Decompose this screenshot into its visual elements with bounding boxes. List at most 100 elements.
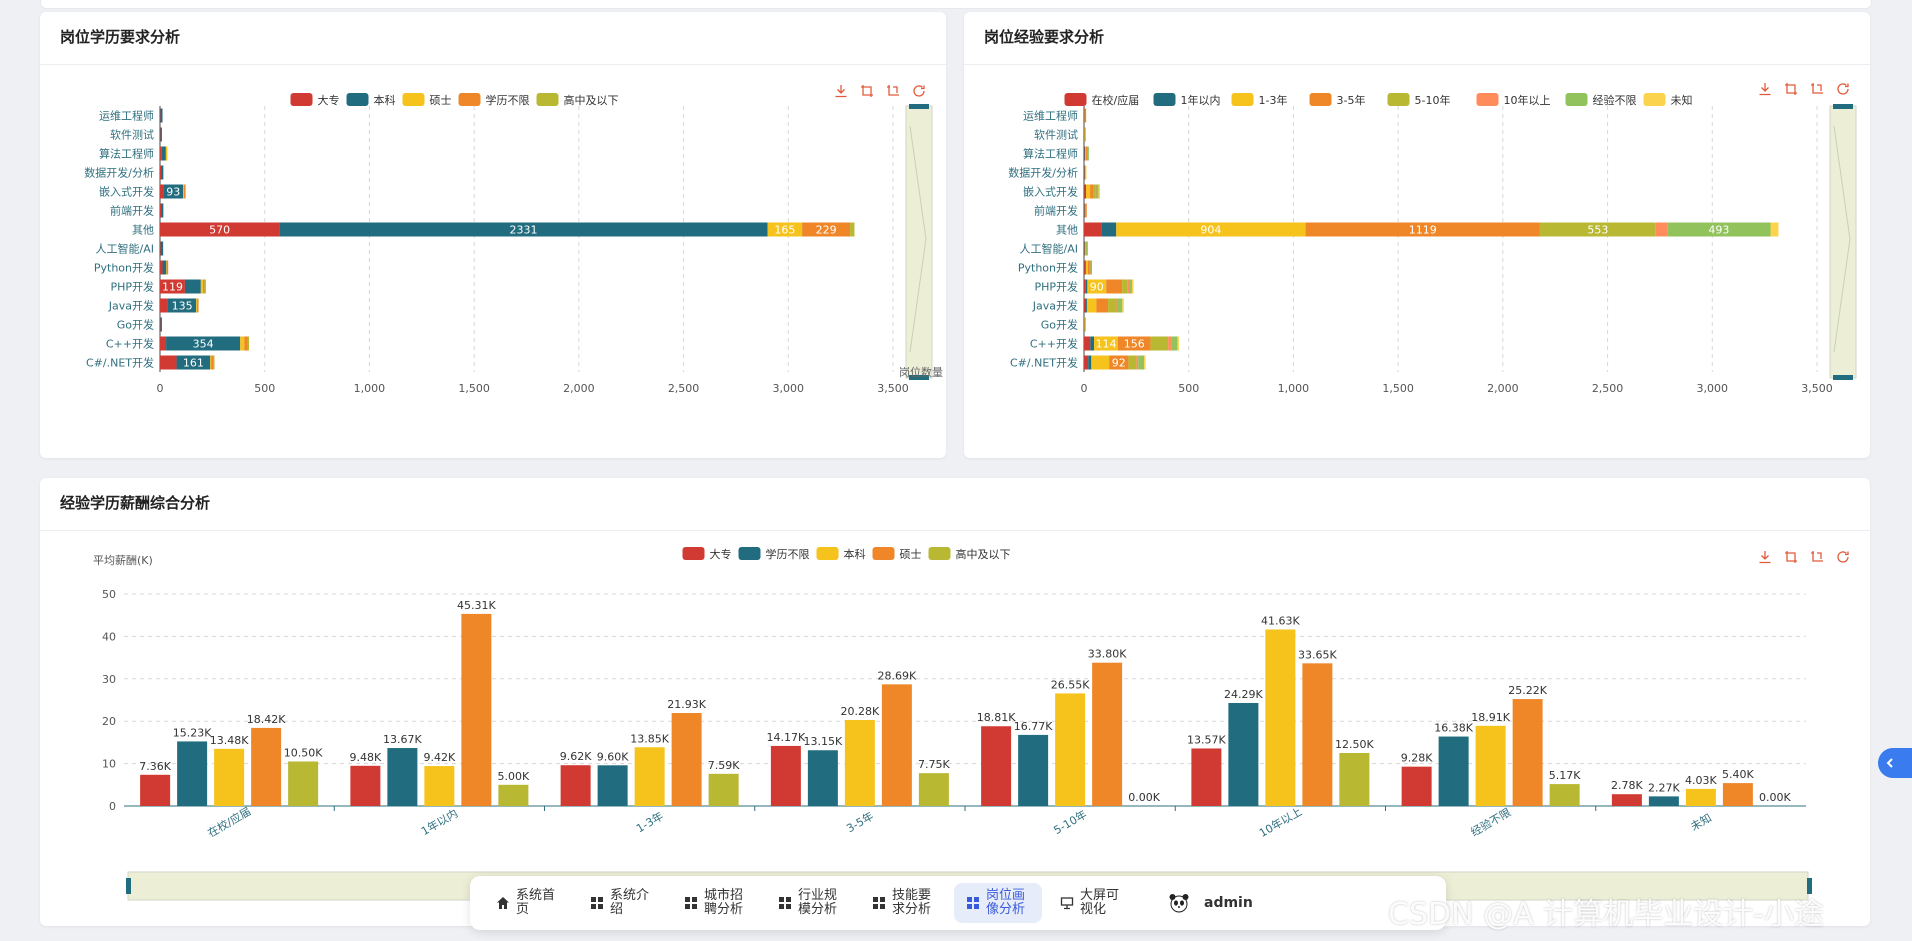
- top-strip: [40, 0, 1872, 9]
- bar-segment: [1128, 355, 1137, 370]
- y-tick-label: Java开发: [1032, 299, 1078, 313]
- zoom-icon[interactable]: [1782, 548, 1800, 566]
- legend-swatch: [928, 547, 951, 560]
- bar-segment: [196, 298, 198, 313]
- y-tick-label: C++开发: [106, 337, 154, 351]
- bar-segment: [163, 184, 184, 199]
- bar-segment: [1091, 355, 1110, 370]
- download-icon[interactable]: [1756, 80, 1774, 98]
- grid-icon: [590, 896, 604, 910]
- bar-segment: [1129, 279, 1132, 294]
- y-tick-label: C#/.NET开发: [1010, 356, 1078, 370]
- bar-segment: [1085, 260, 1088, 275]
- restore-icon[interactable]: [910, 82, 928, 100]
- salary-chart-card: 经验学历薪酬综合分析 大专 学历不限 本科 硕士 高中及以下 平均薪酬(K) 0 10 20 30…: [40, 478, 1870, 926]
- bar-segment: [160, 241, 164, 256]
- y-tick-label: 算法工程师: [99, 147, 154, 161]
- y-tick-label: 其他: [132, 224, 154, 237]
- bar-segment: [160, 317, 162, 332]
- bar-value-label: 570: [209, 224, 230, 237]
- y-tick-label: 运维工程师: [1023, 110, 1078, 123]
- bar-value-label: 9.28K: [1401, 752, 1433, 765]
- bar-segment: [1770, 222, 1779, 237]
- bar-segment: [1655, 222, 1668, 237]
- bar-value-label: 92: [1112, 357, 1126, 370]
- bar-value-label: 93: [166, 186, 180, 199]
- bar-segment: [1101, 222, 1117, 237]
- zoom-reset-icon[interactable]: [884, 82, 902, 100]
- card-divider: [964, 64, 1870, 65]
- dock-item-intro[interactable]: 系统介绍: [578, 883, 666, 923]
- bar: [140, 774, 171, 806]
- zoom-icon[interactable]: [858, 82, 876, 100]
- bar-segment: [184, 279, 201, 294]
- user-menu[interactable]: admin: [1154, 884, 1265, 922]
- dock-item-industry[interactable]: 行业规模分析: [766, 883, 854, 923]
- bar-segment: [160, 203, 162, 218]
- bar-value-label: 28.69K: [878, 669, 917, 682]
- bar-segment: [1117, 298, 1123, 313]
- bar: [981, 726, 1012, 806]
- y-tick-label: 人工智能/AI: [1020, 242, 1078, 256]
- bar-segment: [1084, 165, 1087, 180]
- dock-item-home[interactable]: 系统首页: [484, 883, 572, 923]
- x-tick-label: 0: [157, 382, 164, 395]
- bar-segment: [1084, 279, 1086, 294]
- bar-value-label: 10.50K: [284, 746, 323, 759]
- bar: [1685, 788, 1716, 806]
- restore-icon[interactable]: [1834, 548, 1852, 566]
- bar-segment: [1084, 184, 1086, 199]
- bar-value-label: 9.42K: [424, 751, 456, 764]
- zoom-reset-icon[interactable]: [1808, 548, 1826, 566]
- bar-segment: [1171, 336, 1178, 351]
- x-tick-label: 1,500: [458, 382, 490, 395]
- side-collapse-button[interactable]: [1878, 748, 1912, 778]
- datazoom-shadow: [1833, 125, 1851, 353]
- zoom-icon[interactable]: [1782, 80, 1800, 98]
- avatar: [1166, 890, 1192, 916]
- restore-icon[interactable]: [1834, 80, 1852, 98]
- datazoom-track: [1829, 105, 1857, 379]
- bar: [1475, 725, 1506, 806]
- bar-value-label: 0.00K: [1128, 791, 1160, 804]
- dock-item-profile[interactable]: 岗位画像分析: [954, 883, 1042, 923]
- download-icon[interactable]: [1756, 548, 1774, 566]
- y-tick-label: 前端开发: [110, 204, 154, 218]
- legend-label: 1-3年: [1259, 93, 1288, 107]
- dock-item-bigscreen[interactable]: 大屏可视化: [1048, 883, 1136, 923]
- bar: [1339, 753, 1370, 806]
- bar-segment: [1096, 184, 1099, 199]
- bar-segment: [1085, 279, 1088, 294]
- bar-segment: [160, 260, 163, 275]
- zoom-reset-icon[interactable]: [1808, 80, 1826, 98]
- legend-label: 学历不限: [766, 547, 810, 561]
- y-tick-label: 20: [102, 715, 116, 728]
- bar: [918, 773, 949, 806]
- bar-segment: [1096, 298, 1109, 313]
- bar-segment: [161, 203, 164, 218]
- bar-segment: [1094, 336, 1118, 351]
- bar-segment: [1098, 184, 1100, 199]
- grid-icon: [684, 896, 698, 910]
- bar-segment: [1116, 298, 1118, 313]
- bar-segment: [244, 336, 248, 351]
- y-tick-label: Go开发: [117, 318, 154, 332]
- y-tick-label: 50: [102, 588, 116, 601]
- datazoom-shadow: [909, 125, 927, 353]
- dock-item-city[interactable]: 城市招聘分析: [672, 883, 760, 923]
- exp-chart-title: 岗位经验要求分析: [984, 28, 1105, 46]
- bar-value-label: 5.17K: [1549, 769, 1581, 782]
- grid-icon: [872, 896, 886, 910]
- legend-swatch: [458, 93, 481, 106]
- bar-segment: [1168, 336, 1172, 351]
- bar-segment: [160, 127, 162, 142]
- dock-item-label: 系统首页: [516, 888, 556, 917]
- bar-segment: [200, 279, 203, 294]
- dock-item-skills[interactable]: 技能要求分析: [860, 883, 948, 923]
- download-icon[interactable]: [832, 82, 850, 100]
- x-tick-label: 3,000: [1697, 382, 1729, 395]
- bar-segment: [240, 336, 245, 351]
- bar-segment: [1305, 222, 1540, 237]
- bar-segment: [767, 222, 803, 237]
